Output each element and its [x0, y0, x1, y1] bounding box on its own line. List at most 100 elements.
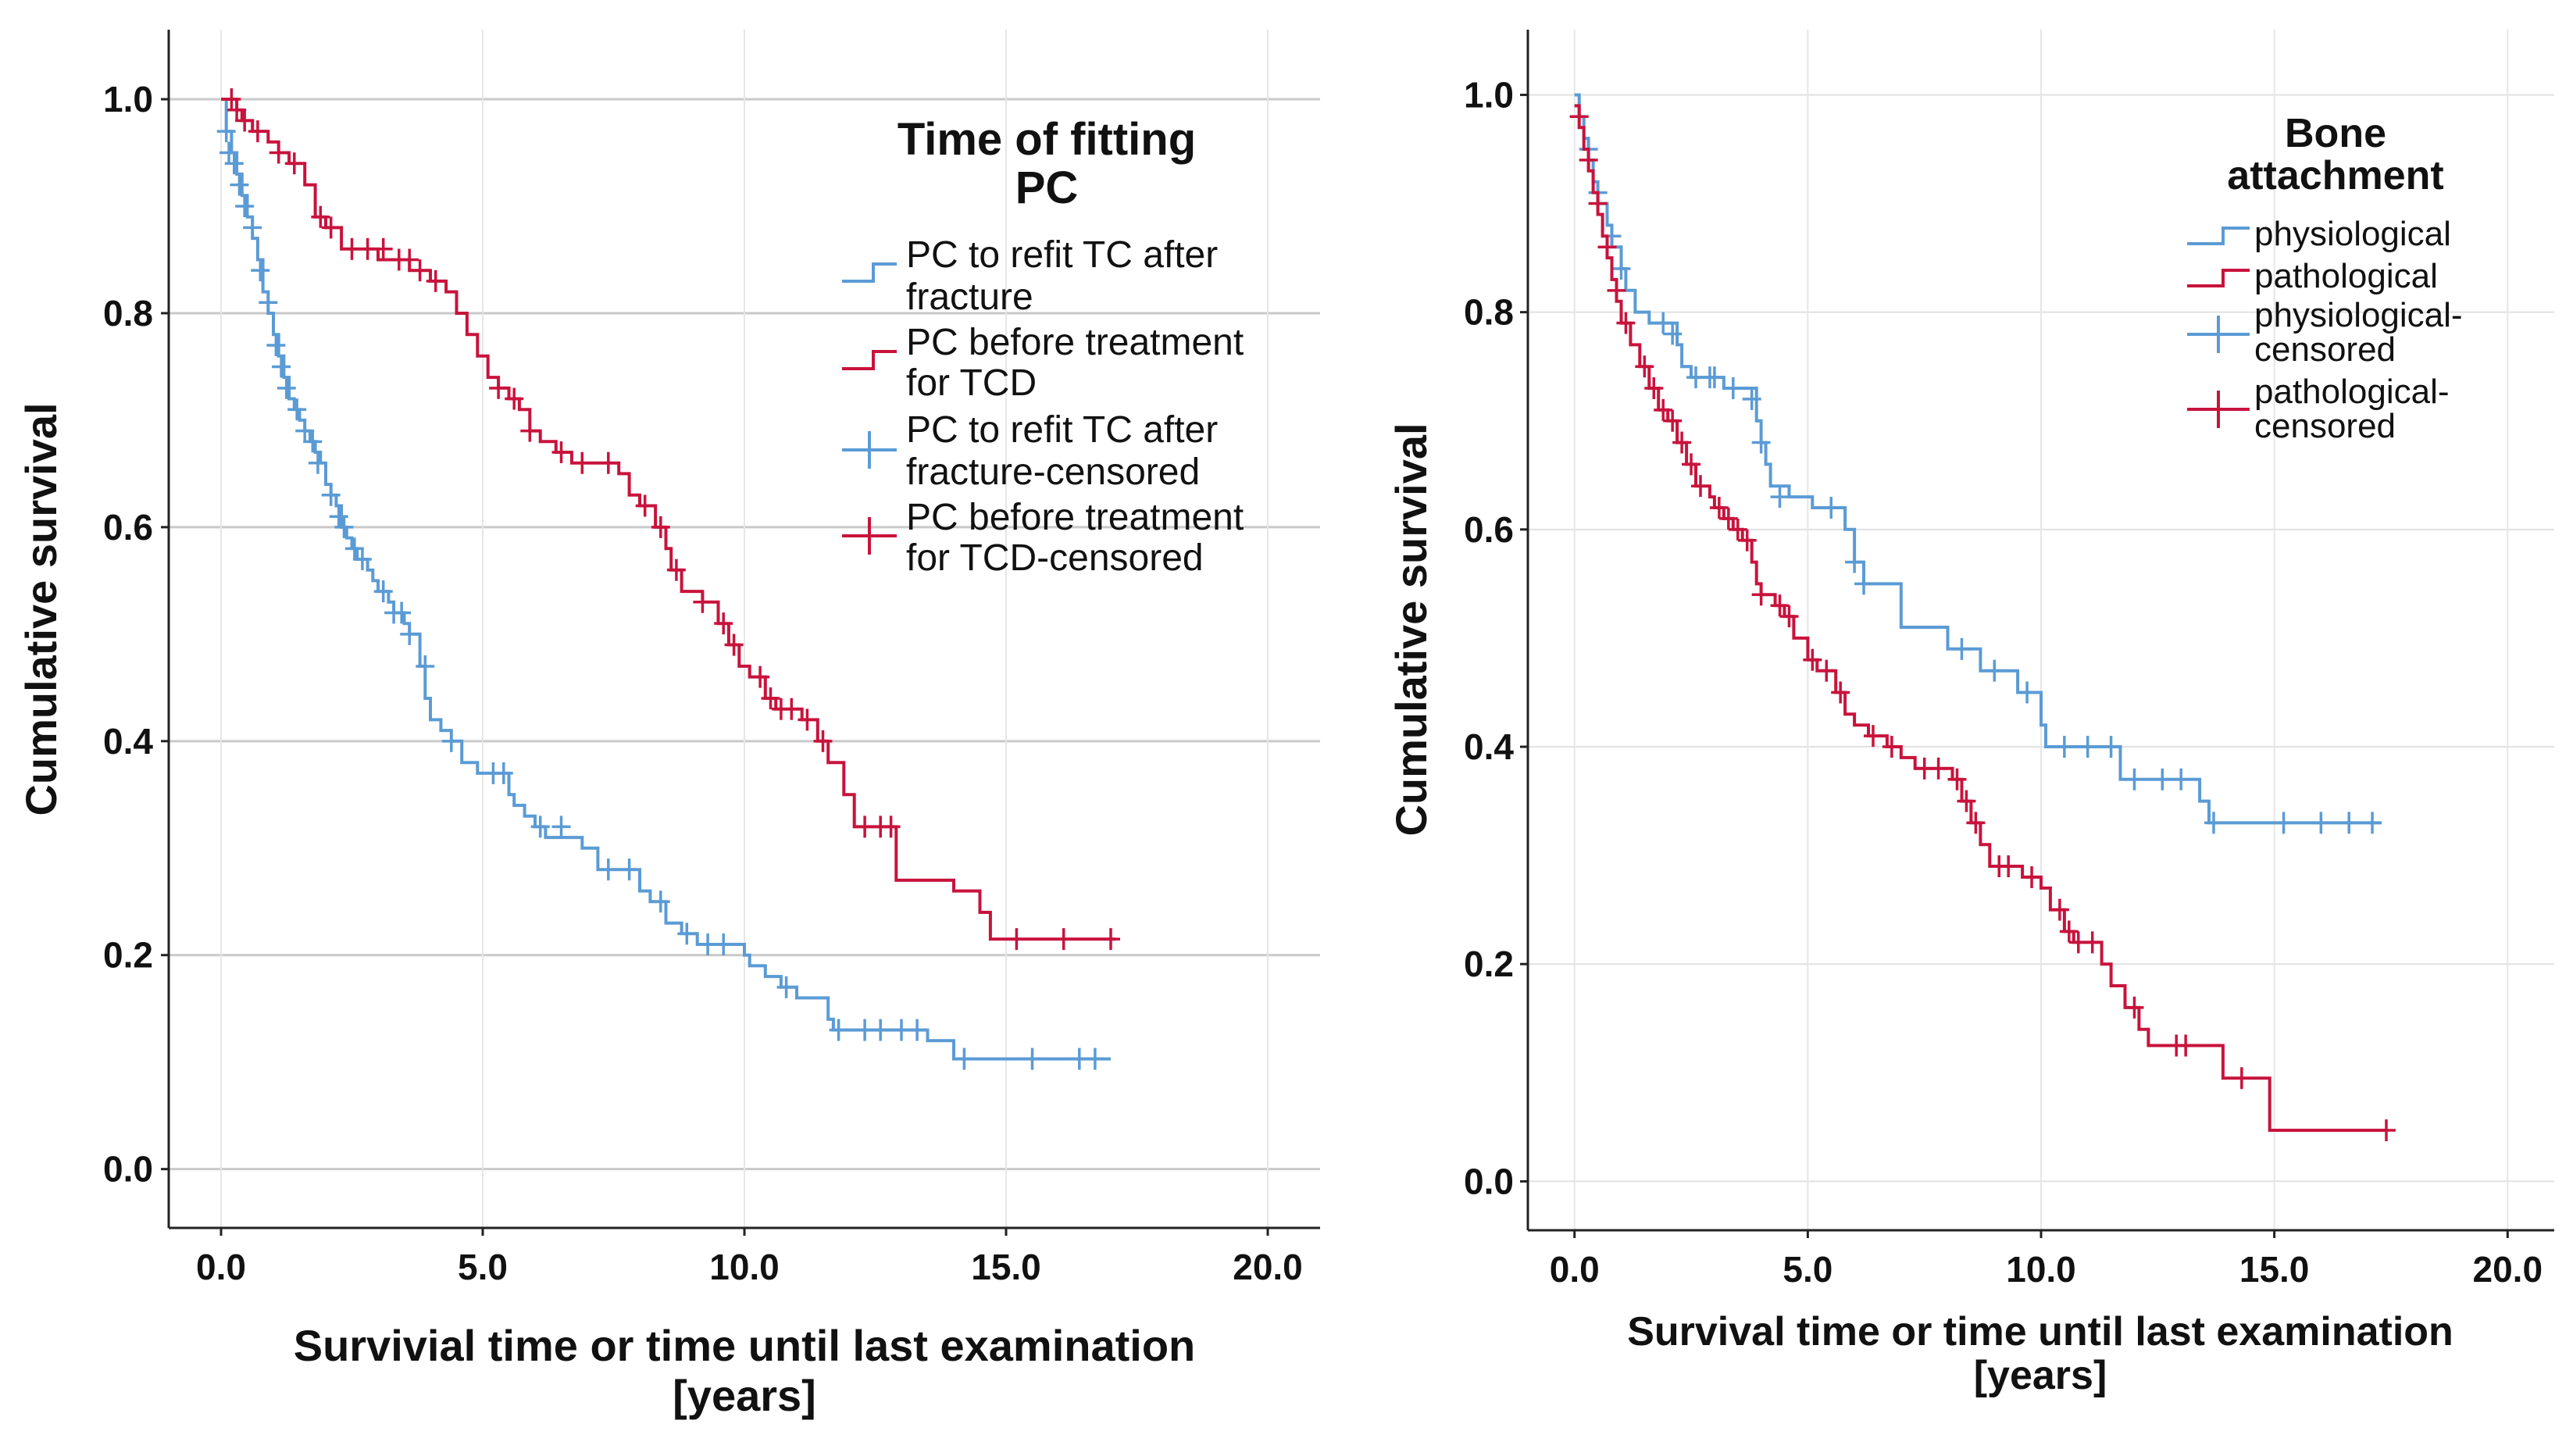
- right-y-tick-label: 0.8: [1464, 292, 1514, 333]
- right-series-0-censor-mark: [2078, 736, 2097, 758]
- right-series-0-censor-mark: [2274, 812, 2293, 834]
- left-x-axis-title-line1: Survivial time or time until last examin…: [294, 1321, 1196, 1370]
- right-series-1-censor-mark: [1770, 594, 1790, 617]
- left-series-1-censor-mark: [1101, 928, 1120, 951]
- right-x-tick-label: 5.0: [1783, 1249, 1833, 1290]
- left-legend-swatch-fracture: [842, 262, 897, 283]
- left-x-tick-label: 5.0: [458, 1247, 508, 1287]
- left-series-0-censor-mark: [259, 291, 278, 314]
- left-y-axis-title: Cumulative survival: [16, 402, 66, 815]
- right-series-1-censor-mark: [1569, 105, 1589, 128]
- right-legend-title-line1: Bone: [2285, 111, 2386, 156]
- right-series-0-censor-mark: [2125, 768, 2144, 790]
- right-series-1-censor-mark: [1966, 812, 1986, 834]
- left-x-tick-label: 0.0: [196, 1247, 246, 1287]
- left-legend-fracture-censored-line1: PC to refit TC after: [906, 409, 1218, 451]
- right-x-axis-title-line2: [years]: [1974, 1353, 2107, 1398]
- left-series-0-censor-mark: [266, 334, 286, 357]
- left-series-0-censor-mark: [373, 580, 393, 603]
- right-series-1-censor-mark: [1644, 377, 1664, 400]
- left-series: [216, 88, 1120, 1070]
- left-series-1-censor-mark: [227, 98, 247, 121]
- left-series-0-censor-mark: [871, 1019, 890, 1041]
- right-legend-title-line2: attachment: [2227, 153, 2443, 198]
- right-series-0-censor-mark: [1751, 431, 1771, 454]
- left-series-0-censor-mark: [224, 152, 244, 175]
- right-series-0-censor-mark: [1704, 366, 1724, 389]
- left-series-0-censor-mark: [334, 516, 354, 538]
- right-series-0-censor-mark: [1663, 323, 1683, 345]
- left-series-0-censor-mark: [441, 730, 461, 752]
- left-legend-tcd-censored-line2: for TCD-censored: [906, 537, 1204, 579]
- right-series-0-censor-mark: [1854, 573, 1874, 595]
- left-series-0-censor-mark: [277, 376, 296, 399]
- left-series-1-censor-mark: [881, 815, 901, 838]
- left-series-1-censor-mark: [573, 451, 592, 474]
- left-series-1-censor-mark: [248, 120, 267, 143]
- left-legend-tcd-line2: for TCD: [906, 362, 1037, 404]
- left-series-0-censor-mark: [855, 1019, 875, 1041]
- right-y-tick-label: 1.0: [1464, 74, 1514, 115]
- left-series-0-censor-mark: [295, 419, 315, 442]
- right-series-1-censor-mark: [1947, 768, 1967, 790]
- right-series-0-censor-mark: [1723, 377, 1743, 400]
- left-x-tick-label: 15.0: [971, 1247, 1041, 1287]
- left-series-1-censor-mark: [782, 698, 801, 720]
- left-series-1-censor-mark: [284, 152, 304, 175]
- right-series-0-censor-mark: [2363, 812, 2382, 834]
- right-series-0-censor-mark: [2018, 681, 2037, 704]
- left-series-0-censor-mark: [308, 451, 327, 474]
- right-series-1-censor-mark: [2050, 898, 2069, 921]
- right-series-0-censor-mark: [2101, 736, 2121, 758]
- left-series-0-censor-mark: [230, 173, 249, 196]
- right-x-tick-label: 15.0: [2239, 1249, 2310, 1290]
- right-series-1-censor-mark: [2125, 996, 2144, 1019]
- left-series-0-censor-mark: [530, 815, 550, 838]
- left-legend-tcd-censored-line1: PC before treatment: [906, 497, 1244, 538]
- right-legend-physiological-censored-line2: censored: [2254, 330, 2396, 369]
- left-legend-fracture-line1: PC to refit TC after: [906, 234, 1218, 276]
- right-series-1-censor-mark: [1728, 518, 1747, 541]
- right-series-1-censor-mark: [1635, 355, 1654, 378]
- left-series-1-censor-mark: [358, 237, 377, 260]
- right-series-1-censor-mark: [1817, 659, 1836, 682]
- left-series-0-censor-mark: [1069, 1047, 1089, 1070]
- left-series-1-censor-mark: [551, 441, 571, 464]
- right-series-1-censor-mark: [1882, 736, 1901, 758]
- right-series-1-censor-mark: [1607, 279, 1626, 302]
- left-series-0-censor-mark: [677, 922, 697, 945]
- right-legend-pathological: pathological: [2254, 257, 2438, 295]
- right-series-1-censor-mark: [1957, 790, 1976, 812]
- right-series-0-censor-mark: [2153, 768, 2172, 790]
- left-series-0-censor-mark: [344, 537, 364, 560]
- left-series-1-censor-mark: [855, 815, 875, 838]
- left-series-0-censor-mark: [551, 815, 571, 838]
- right-series-0-censor-mark: [2339, 812, 2359, 834]
- left-series-1-censor-mark: [311, 205, 330, 228]
- right-x-axis-title-line1: Survival time or time until last examina…: [1627, 1309, 2453, 1354]
- left-series-1-censor-mark: [342, 237, 362, 260]
- left-series-0-censor-mark: [698, 933, 718, 956]
- right-series-1-censor-mark: [1737, 529, 1757, 551]
- left-series-1-censor-mark: [373, 237, 393, 260]
- right-series-0-censor-mark: [1611, 258, 1631, 280]
- left-series-0-censor-mark: [651, 890, 670, 913]
- left-series-0-censor-mark: [303, 430, 323, 453]
- right-y-axis-title: Cumulative survival: [1386, 423, 1436, 836]
- right-legend-swatch-physiological: [2187, 227, 2250, 245]
- right-series-0-censor-mark: [1822, 497, 1841, 519]
- right-series-0-censor-mark: [1742, 387, 1761, 410]
- left-series-1-censor-mark: [400, 248, 419, 271]
- right-series-1-censor-mark: [2082, 931, 2102, 954]
- right-series-0-censor-mark: [1985, 659, 2004, 682]
- right-y-tick-label: 0.6: [1464, 509, 1514, 550]
- left-legend-swatch-tcd: [842, 350, 897, 370]
- right-series-0-censor-mark: [2054, 736, 2074, 758]
- right-series-1-censor-mark: [1803, 648, 1822, 671]
- right-series-0-censor-mark: [2172, 768, 2191, 790]
- right-series-1-censor-mark: [1682, 453, 1701, 476]
- right-series: [1569, 93, 2396, 1142]
- left-series-0-censor-mark: [352, 548, 372, 570]
